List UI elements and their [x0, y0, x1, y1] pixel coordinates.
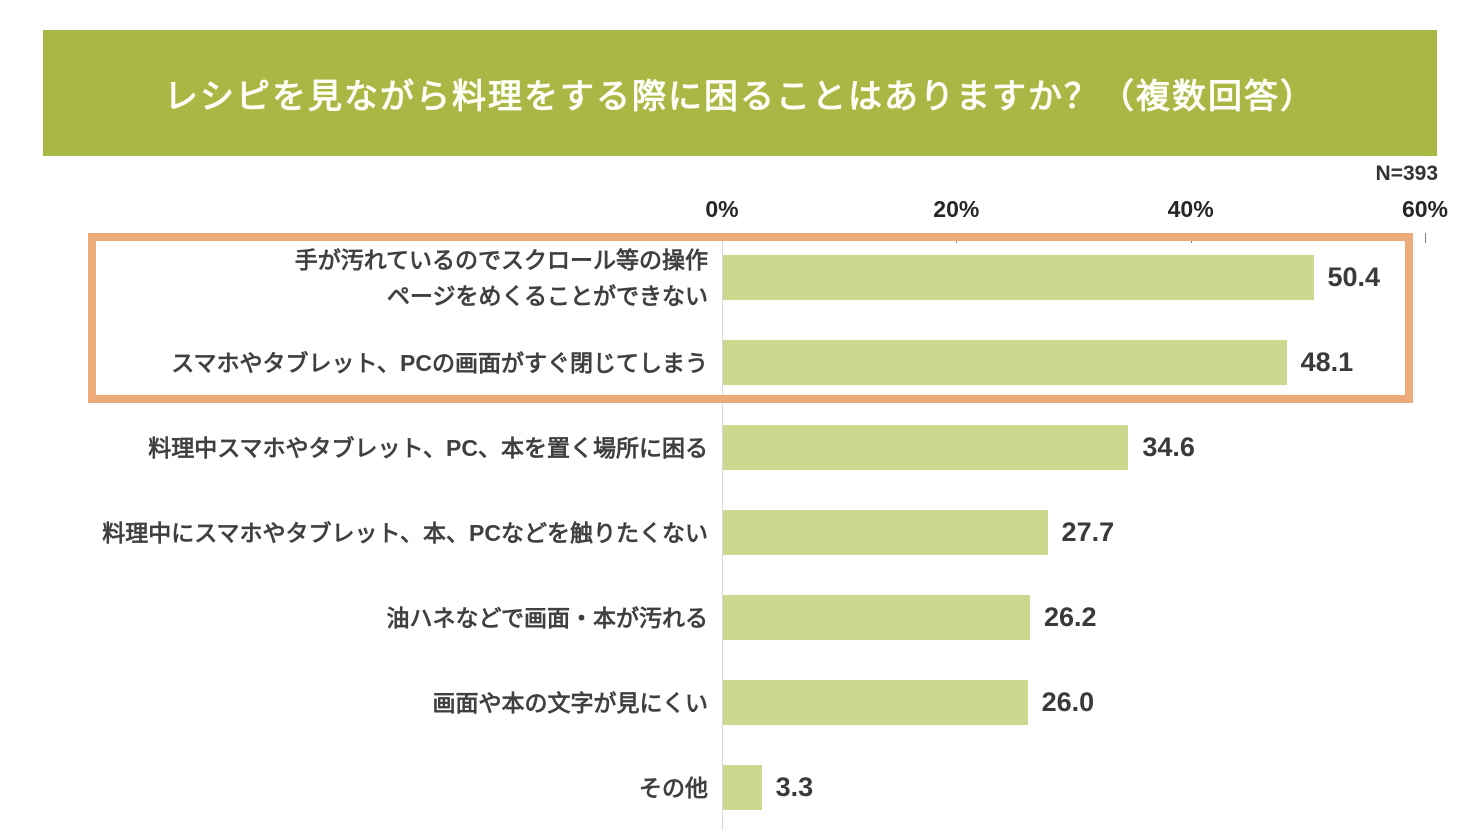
- bar: [723, 680, 1028, 725]
- y-axis-line: [722, 233, 723, 830]
- x-tick-label: 60%: [1401, 196, 1449, 222]
- sample-size-label: N=393: [1375, 162, 1438, 185]
- chart-title-banner: レシピを見ながら料理をする際に困ることはありますか？（複数回答）: [43, 30, 1437, 156]
- category-label: 料理中にスマホやタブレット、本、PCなどを触りたくない: [102, 519, 708, 546]
- value-label: 48.1: [1300, 347, 1354, 377]
- bar: [723, 765, 762, 810]
- category-label: 料理中スマホやタブレット、PC、本を置く場所に困る: [148, 434, 708, 461]
- value-label: 3.3: [775, 772, 814, 802]
- x-tick-mark: [1190, 233, 1192, 243]
- bar: [723, 340, 1287, 385]
- x-tick-label: 20%: [933, 196, 980, 222]
- bar: [723, 255, 1314, 300]
- category-label: 手が汚れているのでスクロール等の操作 ページをめくることができない: [294, 246, 708, 309]
- x-tick-mark: [1425, 233, 1426, 243]
- value-label: 27.7: [1061, 517, 1115, 547]
- value-label: 26.0: [1041, 687, 1095, 717]
- category-label: スマホやタブレット、PCの画面がすぐ閉じてしまう: [171, 349, 708, 376]
- category-label: 油ハネなどで画面・本が汚れる: [386, 604, 708, 631]
- x-tick-mark: [956, 233, 958, 243]
- x-tick-label: 40%: [1167, 196, 1214, 222]
- bar: [723, 510, 1048, 555]
- value-label: 34.6: [1142, 432, 1195, 462]
- category-label: 画面や本の文字が見にくい: [432, 689, 708, 716]
- chart-title: レシピを見ながら料理をする際に困ることはありますか？（複数回答）: [164, 77, 1316, 116]
- bar: [723, 595, 1030, 640]
- category-label: その他: [639, 774, 708, 801]
- bar: [723, 425, 1129, 470]
- value-label: 50.4: [1327, 262, 1381, 292]
- value-label: 26.2: [1043, 602, 1097, 632]
- x-tick-label: 0%: [705, 196, 739, 222]
